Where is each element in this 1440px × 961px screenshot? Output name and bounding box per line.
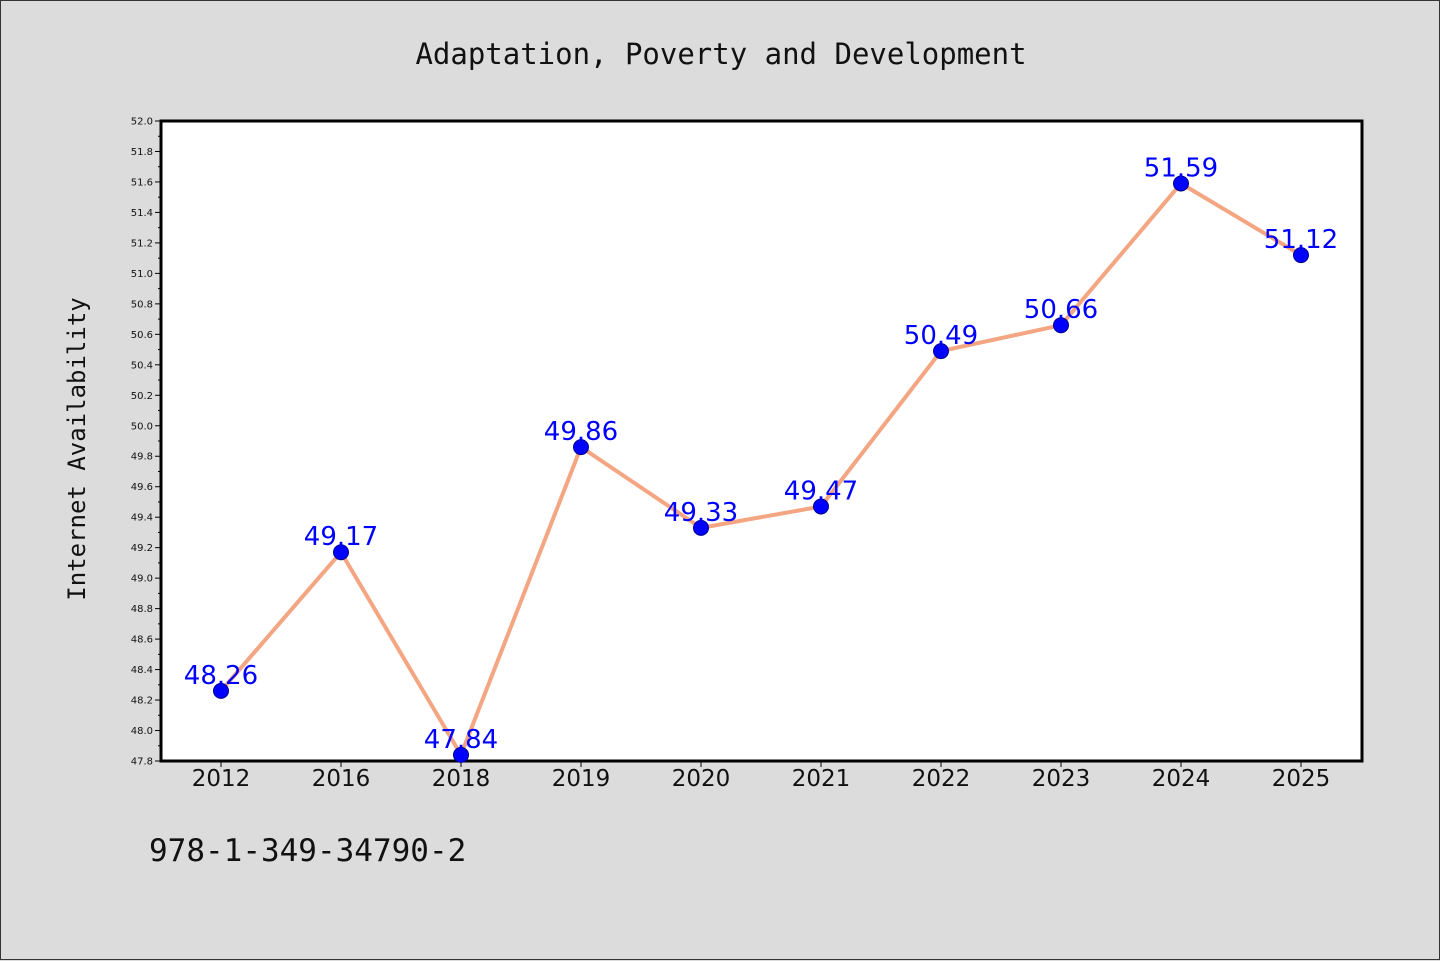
data-point [213, 682, 229, 699]
plot-area [159, 119, 1364, 763]
data-label: 51.59 [1144, 153, 1218, 183]
y-tick-label: 49.6 [131, 482, 153, 493]
y-tick-label: 50.4 [131, 360, 153, 371]
data-point [813, 498, 829, 515]
data-point [333, 544, 349, 561]
x-tick-label: 2020 [672, 766, 731, 792]
x-tick-label: 2019 [552, 766, 611, 792]
y-tick-label: 49.8 [131, 452, 153, 463]
y-tick-label: 51.2 [131, 238, 153, 249]
data-point [453, 746, 469, 763]
y-tick-label: 50.8 [131, 299, 153, 310]
x-tick-label: 2023 [1032, 766, 1091, 792]
data-labels: 48.26 49.17 47.84 49.86 49.33 49.47 50.49 50.66… [184, 153, 1338, 754]
y-tick-label: 51.0 [131, 269, 153, 280]
data-label: 50.49 [904, 321, 978, 351]
y-tick-label: 48.0 [131, 726, 153, 737]
y-tick-label: 49.2 [131, 543, 153, 554]
y-tick-label: 48.8 [131, 604, 153, 615]
data-point [933, 343, 949, 360]
data-label: 47.84 [424, 725, 498, 755]
data-label: 49.17 [304, 522, 378, 552]
x-tick-label: 2022 [912, 766, 971, 792]
data-label: 49.86 [544, 417, 618, 447]
series-line [219, 181, 1303, 757]
chart-title: Adaptation, Poverty and Development [415, 37, 1026, 71]
isbn-footnote: 978-1-349-34790-2 [149, 833, 467, 869]
y-tick-label: 51.6 [131, 177, 153, 188]
y-tick-label: 49.4 [131, 513, 153, 524]
data-point [693, 519, 709, 536]
x-tick-label: 2024 [1152, 766, 1211, 792]
data-label: 51.12 [1264, 225, 1338, 255]
x-tick-label: 2018 [432, 766, 491, 792]
y-axis-label: Internet Availability [63, 297, 91, 600]
data-point [1293, 247, 1309, 264]
y-tick-label: 51.8 [131, 147, 153, 158]
y-tick-label: 49.0 [131, 574, 153, 585]
data-point [1173, 175, 1189, 192]
x-tick-label: 2016 [312, 766, 371, 792]
y-tick-label: 50.6 [131, 330, 153, 341]
x-tick-label: 2021 [792, 766, 851, 792]
x-axis: 2012 2016 2018 2019 2020 2021 2022 2023 2024 2025 [192, 761, 1331, 792]
y-tick-label: 50.2 [131, 391, 153, 402]
y-axis: 47.8 48.0 48.2 48.4 48.6 48.8 49.0 49.2 49.4 49.6… [131, 117, 161, 768]
data-label: 49.47 [784, 477, 858, 507]
x-tick-label: 2012 [192, 766, 251, 792]
data-label: 48.26 [184, 661, 258, 691]
x-tick-label: 2025 [1272, 766, 1331, 792]
y-tick-label: 52.0 [131, 117, 153, 128]
y-tick-label: 47.8 [131, 757, 153, 768]
y-tick-label: 48.6 [131, 635, 153, 646]
data-label: 50.66 [1024, 295, 1098, 325]
y-tick-label: 48.4 [131, 665, 153, 676]
y-tick-label: 50.0 [131, 421, 153, 432]
series-group [213, 175, 1309, 763]
data-point [573, 439, 589, 456]
y-tick-label: 48.2 [131, 696, 153, 707]
data-label: 49.33 [664, 498, 738, 528]
y-tick-label: 51.4 [131, 208, 153, 219]
data-point [1053, 317, 1069, 334]
